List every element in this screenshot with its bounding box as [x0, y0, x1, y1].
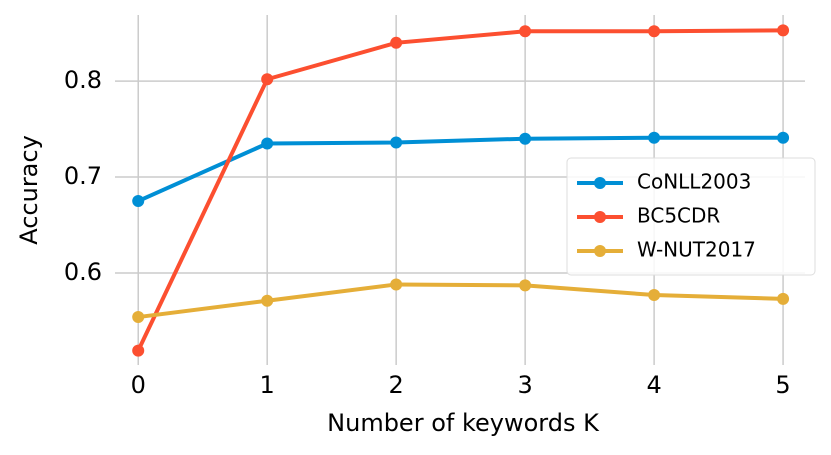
- marker: [390, 278, 403, 291]
- x-tick-label: 1: [260, 371, 275, 399]
- x-tick-label: 0: [131, 371, 146, 399]
- legend-marker: [594, 177, 606, 189]
- y-axis-label: Accuracy: [15, 135, 43, 245]
- line: [136, 28, 784, 352]
- x-tick-label: 4: [646, 371, 661, 399]
- line: [137, 282, 784, 320]
- marker: [261, 137, 274, 150]
- marker: [519, 25, 532, 38]
- x-tick-label: 5: [775, 371, 790, 399]
- marker: [132, 195, 145, 208]
- marker: [519, 132, 532, 145]
- marker: [390, 36, 403, 49]
- x-tick-label: 3: [517, 371, 532, 399]
- marker: [390, 136, 403, 149]
- marker: [132, 311, 145, 324]
- x-tick-label: 2: [389, 371, 404, 399]
- marker: [519, 279, 532, 292]
- marker: [648, 25, 661, 38]
- marker: [648, 289, 661, 301]
- line: [137, 135, 784, 203]
- y-tick-label: 0.7: [64, 162, 102, 190]
- legend-marker: [594, 245, 606, 257]
- legend-label: BC5CDR: [637, 204, 720, 228]
- legend-label: W-NUT2017: [637, 238, 756, 262]
- marker: [777, 292, 790, 305]
- x-axis-label: Number of keywords K: [327, 409, 600, 437]
- legend-marker: [594, 211, 606, 223]
- marker: [777, 131, 790, 144]
- legend-box: [566, 157, 816, 276]
- y-tick-label: 0.6: [64, 258, 102, 286]
- marker: [777, 24, 790, 37]
- marker: [648, 131, 661, 144]
- marker: [261, 294, 274, 307]
- marker: [132, 344, 145, 357]
- legend-label: CoNLL2003: [637, 170, 751, 194]
- y-tick-label: 0.8: [64, 66, 102, 94]
- legend: CoNLL2003 BC5CDR W-NUT2017: [566, 157, 816, 276]
- marker: [261, 73, 274, 86]
